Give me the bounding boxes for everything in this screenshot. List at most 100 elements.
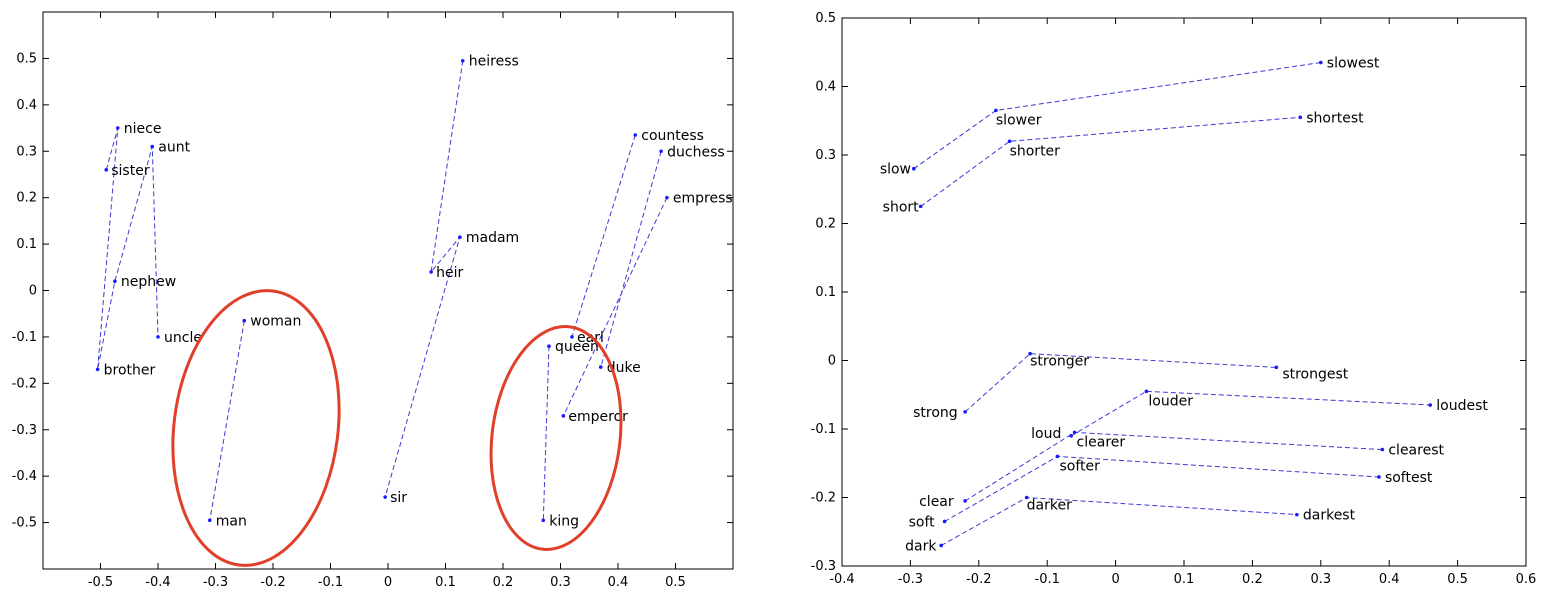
y-tick-label: 0.4: [815, 80, 836, 95]
point-duke: [598, 365, 603, 369]
x-tick-label: 0.4: [608, 575, 629, 590]
y-tick-label: 0.5: [815, 11, 836, 26]
point-man: [207, 518, 212, 523]
point-label-darkest: darkest: [1303, 508, 1356, 524]
y-tick-label: 0: [29, 284, 37, 299]
point-emperor: [561, 414, 566, 418]
y-tick-label: -0.3: [12, 423, 37, 438]
point-label-empress: empress: [673, 191, 733, 207]
x-tick-label: 0: [384, 575, 392, 590]
point-woman: [242, 318, 247, 323]
point-clearest: [1380, 447, 1385, 452]
point-label-aunt: aunt: [158, 140, 190, 156]
point-label-queen: queen: [555, 339, 599, 355]
y-tick-label: 0: [828, 354, 836, 369]
x-tick-label: 0.1: [1174, 572, 1195, 587]
point-loudest: [1428, 403, 1433, 407]
y-tick-label: -0.1: [811, 422, 836, 437]
point-label-duke: duke: [607, 360, 641, 376]
x-tick-label: 0.6: [1516, 572, 1537, 587]
x-tick-label: 0.3: [1310, 572, 1331, 587]
x-tick-label: -0.2: [260, 575, 285, 590]
relation-line: [562, 197, 668, 417]
point-brother: [95, 367, 100, 372]
x-tick-label: -0.5: [88, 575, 113, 590]
x-tick-label: 0.5: [1447, 572, 1468, 587]
point-empress: [665, 195, 669, 200]
point-aunt: [150, 144, 155, 149]
point-label-brother: brother: [104, 362, 156, 378]
point-louder: [1144, 389, 1149, 394]
point-strong: [963, 410, 967, 414]
point-label-king: king: [549, 513, 579, 529]
relation-line: [600, 151, 662, 368]
point-dark: [939, 543, 943, 548]
point-label-duchess: duchess: [667, 144, 725, 160]
y-tick-label: 0.2: [16, 191, 37, 206]
point-label-softer: softer: [1059, 458, 1100, 474]
relation-line: [920, 116, 1301, 207]
relation-line: [542, 346, 550, 521]
point-uncle: [156, 335, 160, 339]
point-label-countess: countess: [641, 128, 704, 144]
relation-line: [1070, 390, 1431, 437]
relation-line: [940, 496, 1297, 546]
point-sister: [104, 168, 109, 172]
point-loud: [1069, 434, 1073, 438]
point-earl: [570, 335, 574, 339]
point-label-heiress: heiress: [469, 54, 519, 70]
point-short: [918, 204, 923, 209]
relation-line: [209, 320, 245, 521]
y-tick-label: 0.1: [815, 285, 836, 300]
point-label-slow: slow: [880, 162, 911, 178]
point-label-shortest: shortest: [1306, 110, 1364, 126]
highlight-circle-man-woman: [171, 289, 341, 567]
y-tick-label: -0.2: [811, 491, 836, 506]
point-label-slowest: slowest: [1327, 56, 1380, 72]
point-label-stronger: stronger: [1030, 354, 1089, 370]
y-tick-label: -0.1: [12, 330, 37, 345]
x-tick-label: 0.3: [550, 575, 571, 590]
point-label-loudest: loudest: [1436, 398, 1488, 414]
point-label-emperor: emperor: [568, 409, 628, 425]
point-label-slower: slower: [996, 112, 1042, 128]
point-nephew: [113, 279, 117, 284]
point-label-madam: madam: [466, 230, 519, 246]
x-tick-label: 0.2: [1242, 572, 1263, 587]
highlight-circle-king-queen: [489, 325, 623, 551]
x-tick-label: 0.2: [493, 575, 514, 590]
y-tick-label: 0.2: [815, 217, 836, 232]
x-tick-label: 0: [1111, 572, 1119, 587]
point-soft: [942, 519, 947, 524]
point-slower: [994, 108, 998, 113]
point-label-clearest: clearest: [1388, 443, 1444, 459]
point-darkest: [1295, 512, 1299, 517]
point-shorter: [1007, 139, 1012, 144]
x-tick-label: -0.2: [966, 572, 991, 587]
x-tick-label: 0.1: [435, 575, 456, 590]
point-label-clearer: clearer: [1077, 434, 1126, 450]
point-label-shorter: shorter: [1010, 143, 1061, 159]
x-tick-label: -0.4: [829, 572, 854, 587]
point-label-strong: strong: [913, 405, 958, 421]
point-label-darker: darker: [1027, 498, 1072, 514]
point-softest: [1377, 475, 1381, 479]
y-tick-label: 0.5: [16, 51, 37, 66]
point-label-niece: niece: [124, 121, 162, 137]
relation-line: [571, 134, 636, 338]
relation-line: [913, 62, 1321, 170]
x-tick-label: -0.4: [145, 575, 170, 590]
x-tick-label: 0.4: [1379, 572, 1400, 587]
point-countess: [633, 133, 638, 137]
x-tick-label: -0.1: [1035, 572, 1060, 587]
x-tick-label: -0.1: [318, 575, 343, 590]
point-label-clear: clear: [919, 494, 954, 510]
plot-frame: [42, 11, 734, 570]
point-duchess: [659, 149, 663, 154]
point-label-uncle: uncle: [164, 330, 202, 346]
point-king: [541, 518, 546, 523]
point-label-sister: sister: [111, 163, 150, 179]
x-tick-label: -0.3: [898, 572, 923, 587]
point-shortest: [1298, 115, 1303, 120]
x-tick-label: -0.3: [203, 575, 228, 590]
